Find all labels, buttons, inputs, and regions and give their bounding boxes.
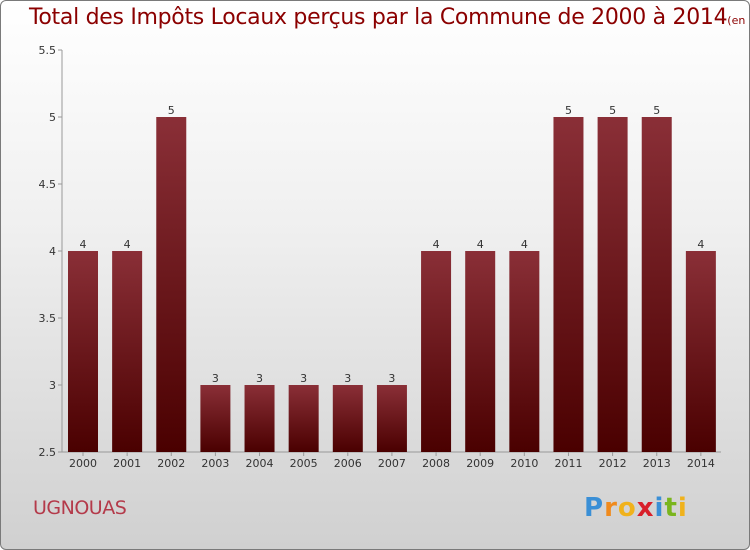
x-tick-label: 2014 [687, 457, 715, 470]
bar [465, 251, 496, 452]
x-tick-label: 2006 [334, 457, 362, 470]
bar [553, 117, 584, 452]
x-tick-label: 2012 [599, 457, 627, 470]
svg-text:Proxiti: Proxiti [584, 493, 688, 523]
chart-title-text: Total des Impôts Locaux perçus par la Co… [29, 5, 728, 30]
x-tick-label: 2008 [422, 457, 450, 470]
bar-value-label: 4 [521, 238, 528, 251]
commune-name: UGNOUAS [33, 497, 127, 519]
bar [200, 385, 231, 452]
x-tick-label: 2005 [290, 457, 318, 470]
x-tick-label: 2007 [378, 457, 406, 470]
bar-value-label: 5 [565, 104, 572, 117]
bar-value-label: 3 [212, 372, 219, 385]
bar [332, 385, 363, 452]
bar-value-label: 3 [256, 372, 263, 385]
bar [68, 251, 98, 452]
bar-value-label: 3 [344, 372, 351, 385]
bar-value-label: 4 [697, 238, 704, 251]
x-tick-label: 2009 [466, 457, 494, 470]
y-tick-label: 5 [49, 111, 56, 124]
bar [685, 251, 716, 452]
x-tick-label: 2003 [201, 457, 229, 470]
x-tick-label: 2013 [643, 457, 671, 470]
bar-value-label: 5 [168, 104, 175, 117]
bar-value-label: 5 [609, 104, 616, 117]
y-tick-label: 3 [49, 379, 56, 392]
chart-unit: (en milliers d'€) [727, 14, 749, 27]
bar-value-label: 4 [477, 238, 484, 251]
y-tick-label: 2.5 [39, 446, 57, 459]
bar-value-label: 4 [433, 238, 440, 251]
bar-value-label: 4 [80, 238, 87, 251]
bar-value-label: 4 [124, 238, 131, 251]
x-tick-label: 2000 [69, 457, 97, 470]
x-tick-label: 2001 [113, 457, 141, 470]
y-tick-label: 4.5 [39, 178, 57, 191]
bar-value-label: 5 [653, 104, 660, 117]
bar-value-label: 3 [300, 372, 307, 385]
x-tick-label: 2010 [510, 457, 538, 470]
bar [112, 251, 143, 452]
bar [376, 385, 407, 452]
bar-value-label: 3 [388, 372, 395, 385]
bar [597, 117, 628, 452]
bar [421, 251, 452, 452]
bar [156, 117, 187, 452]
proxiti-logo: Proxiti [584, 493, 688, 523]
bar [641, 117, 672, 452]
bar [509, 251, 540, 452]
y-tick-label: 5.5 [39, 44, 57, 57]
x-tick-label: 2002 [157, 457, 185, 470]
bar [288, 385, 319, 452]
y-tick-label: 4 [49, 245, 56, 258]
chart-title: Total des Impôts Locaux perçus par la Co… [29, 5, 749, 30]
x-tick-label: 2011 [554, 457, 582, 470]
x-tick-label: 2004 [246, 457, 274, 470]
bar [244, 385, 275, 452]
y-tick-label: 3.5 [39, 312, 57, 325]
